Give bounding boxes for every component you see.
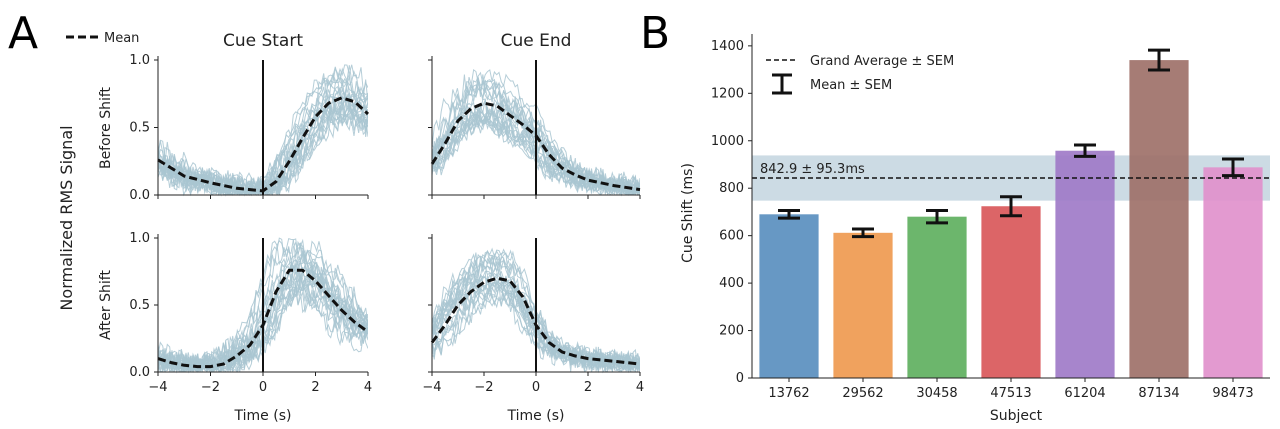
legend-a-mean-label: Mean: [104, 31, 139, 46]
panel-a-ylabel: Normalized RMS Signal: [57, 125, 76, 310]
xlabel-cue-end: Time (s): [507, 408, 565, 424]
legend-b-mean-sem-label: Mean ± SEM: [810, 78, 892, 93]
subplot-after-shift-cue-start: 0.0 0.5 1.0 −4 −2 0 2 4: [129, 231, 372, 395]
x-tick-label: −2: [474, 380, 493, 395]
errorbar-29562: [852, 227, 874, 239]
x-tick-label: 4: [364, 380, 372, 395]
x-tick-label-13762: 13762: [768, 386, 809, 401]
y-tick-label: 600: [719, 229, 744, 244]
y-tick-label: 1400: [711, 39, 744, 54]
bar-61204: [1055, 150, 1115, 378]
mean-line: [430, 276, 641, 366]
bar-13762: [759, 214, 819, 378]
y-tick-label: 0.0: [129, 188, 150, 203]
x-tick-label: −4: [422, 380, 441, 395]
errorbar-98473: [1222, 157, 1244, 178]
subplot-before-shift-cue-start: 0.0 0.5 1.0: [129, 53, 370, 203]
x-tick-label-98473: 98473: [1212, 386, 1253, 401]
x-tick-label: 2: [584, 380, 592, 395]
bar-98473: [1203, 167, 1263, 378]
bar-87134: [1129, 60, 1189, 378]
bar-30458: [907, 216, 967, 378]
errorbar-47513: [1000, 195, 1022, 218]
y-tick-label: 400: [719, 276, 744, 291]
y-tick-label: 0.5: [129, 121, 150, 136]
y-tick-label: 800: [719, 181, 744, 196]
mean-line: [430, 101, 641, 192]
legend-b-errorbar-swatch: [772, 73, 792, 95]
x-tick-label: 4: [636, 380, 644, 395]
panel-b-xlabel: Subject: [990, 408, 1043, 424]
errorbar-87134: [1148, 48, 1170, 72]
bar-47513: [981, 206, 1041, 378]
legend-a: Mean: [66, 31, 139, 46]
y-tick-label: 1.0: [129, 231, 150, 246]
panel-b-bar-chart: 13762 29562 30458 47513 61204 87134 98473 842.9…: [711, 34, 1270, 401]
xlabel-cue-start: Time (s): [234, 408, 292, 424]
x-tick-label-61204: 61204: [1064, 386, 1105, 401]
subplot-before-shift-cue-end: [428, 56, 641, 199]
errorbar-30458: [926, 209, 948, 225]
x-tick-label-29562: 29562: [842, 386, 883, 401]
errorbar-13762: [778, 209, 800, 220]
x-tick-label-87134: 87134: [1138, 386, 1179, 401]
subplot-after-shift-cue-end: −4 −2 0 2 4: [422, 234, 644, 395]
y-tick-label: 1.0: [129, 53, 150, 68]
y-tick-label: 1200: [711, 86, 744, 101]
y-tick-label: 200: [719, 324, 744, 339]
y-tick-label: 0.0: [129, 365, 150, 380]
x-tick-label-30458: 30458: [916, 386, 957, 401]
y-tick-label: 0: [736, 371, 744, 386]
bar-29562: [833, 232, 893, 378]
x-tick-label: 2: [311, 380, 319, 395]
y-tick-label: 0.5: [129, 298, 150, 313]
column-title-cue-end: Cue End: [501, 31, 572, 51]
panel-a-subplots: 0.0 0.5 1.0 0.0 0.5 1.0 −4 −2 0 2 4 −4 −2 0 2 4: [129, 53, 644, 395]
x-tick-label: 0: [532, 380, 540, 395]
mean-line: [157, 96, 370, 193]
column-title-cue-start: Cue Start: [223, 31, 303, 51]
legend-b-grand-average-label: Grand Average ± SEM: [810, 54, 954, 69]
x-tick-label-47513: 47513: [990, 386, 1031, 401]
x-tick-label: −2: [201, 380, 220, 395]
row-label-after-shift: After Shift: [98, 270, 114, 340]
panel-b-ylabel: Cue Shift (ms): [680, 163, 696, 263]
panel-label-b: B: [640, 8, 670, 59]
panel-label-a: A: [8, 8, 38, 59]
grand-average-annotation: 842.9 ± 95.3ms: [760, 162, 865, 177]
x-tick-label: 0: [259, 380, 267, 395]
row-label-before-shift: Before Shift: [98, 86, 114, 169]
errorbar-61204: [1074, 143, 1096, 158]
y-tick-label: 1000: [711, 134, 744, 149]
legend-b: Grand Average ± SEM Mean ± SEM: [766, 54, 954, 95]
x-tick-label: −4: [148, 380, 167, 395]
